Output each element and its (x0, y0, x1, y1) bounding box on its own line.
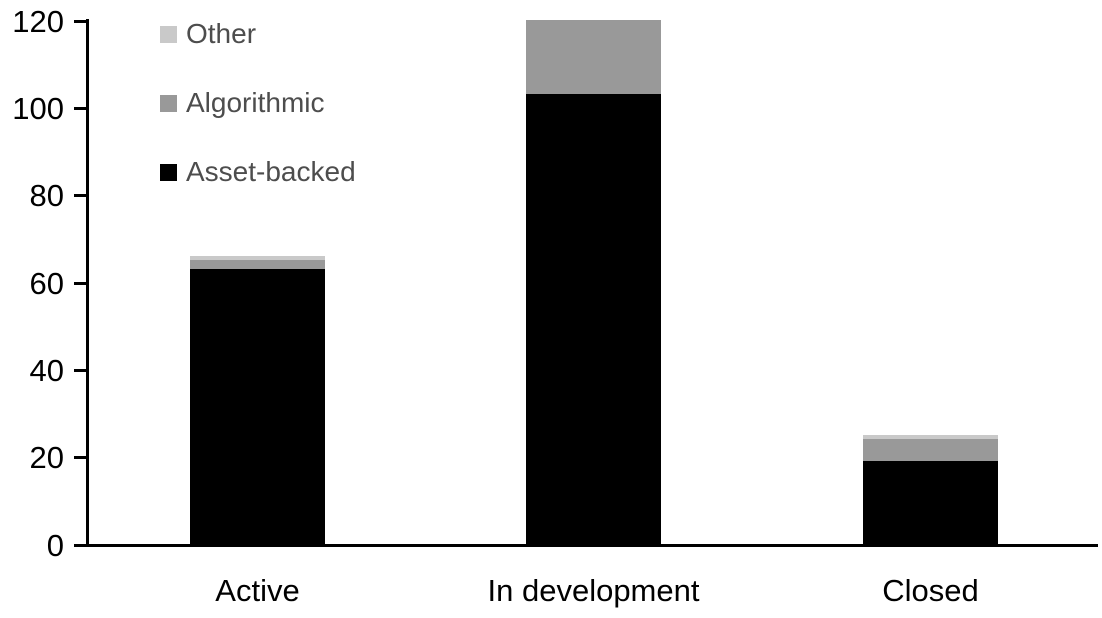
y-axis-line (86, 19, 89, 547)
y-axis-tick (74, 368, 88, 372)
bar-segment-closed-other (863, 434, 998, 440)
y-axis-tick-label: 120 (12, 3, 64, 39)
bar-segment-in-development-algorithmic (526, 20, 661, 95)
y-axis-tick (74, 194, 88, 198)
y-axis-tick-label: 40 (29, 352, 64, 388)
y-axis-tick-label: 60 (29, 265, 64, 301)
bar-segment-active-algorithmic (190, 260, 325, 269)
bar-segment-in-development-asset-backed (526, 94, 661, 544)
bar-segment-active-other (190, 255, 325, 261)
legend-swatch-asset-backed (160, 163, 177, 181)
legend-label-other: Other (186, 18, 257, 49)
legend-item-asset-backed: Asset-backed (160, 158, 356, 186)
x-axis-line (86, 543, 1098, 547)
legend-label-asset-backed: Asset-backed (186, 156, 356, 187)
y-axis-tick-label: 0 (46, 527, 64, 563)
legend-item-algorithmic: Algorithmic (160, 89, 324, 117)
bar-segment-closed-asset-backed (863, 461, 998, 544)
y-axis-tick-label: 80 (29, 178, 64, 214)
y-axis-tick-label: 20 (29, 440, 64, 476)
legend-label-algorithmic: Algorithmic (186, 87, 325, 118)
y-axis-tick (74, 543, 88, 547)
y-axis-tick (74, 281, 88, 285)
legend-item-other: Other (160, 20, 256, 48)
bar-segment-closed-algorithmic (863, 439, 998, 462)
x-axis-label-in-development: In development (487, 573, 700, 608)
x-axis-label-closed: Closed (882, 573, 979, 608)
y-axis-tick (74, 19, 88, 23)
y-axis-tick (74, 456, 88, 460)
x-axis-label-active: Active (215, 573, 300, 608)
legend-swatch-algorithmic (160, 94, 177, 112)
y-axis-tick (74, 106, 88, 110)
legend-swatch-other (160, 25, 177, 43)
bar-segment-active-asset-backed (190, 268, 325, 544)
y-axis-tick-label: 100 (12, 90, 64, 126)
